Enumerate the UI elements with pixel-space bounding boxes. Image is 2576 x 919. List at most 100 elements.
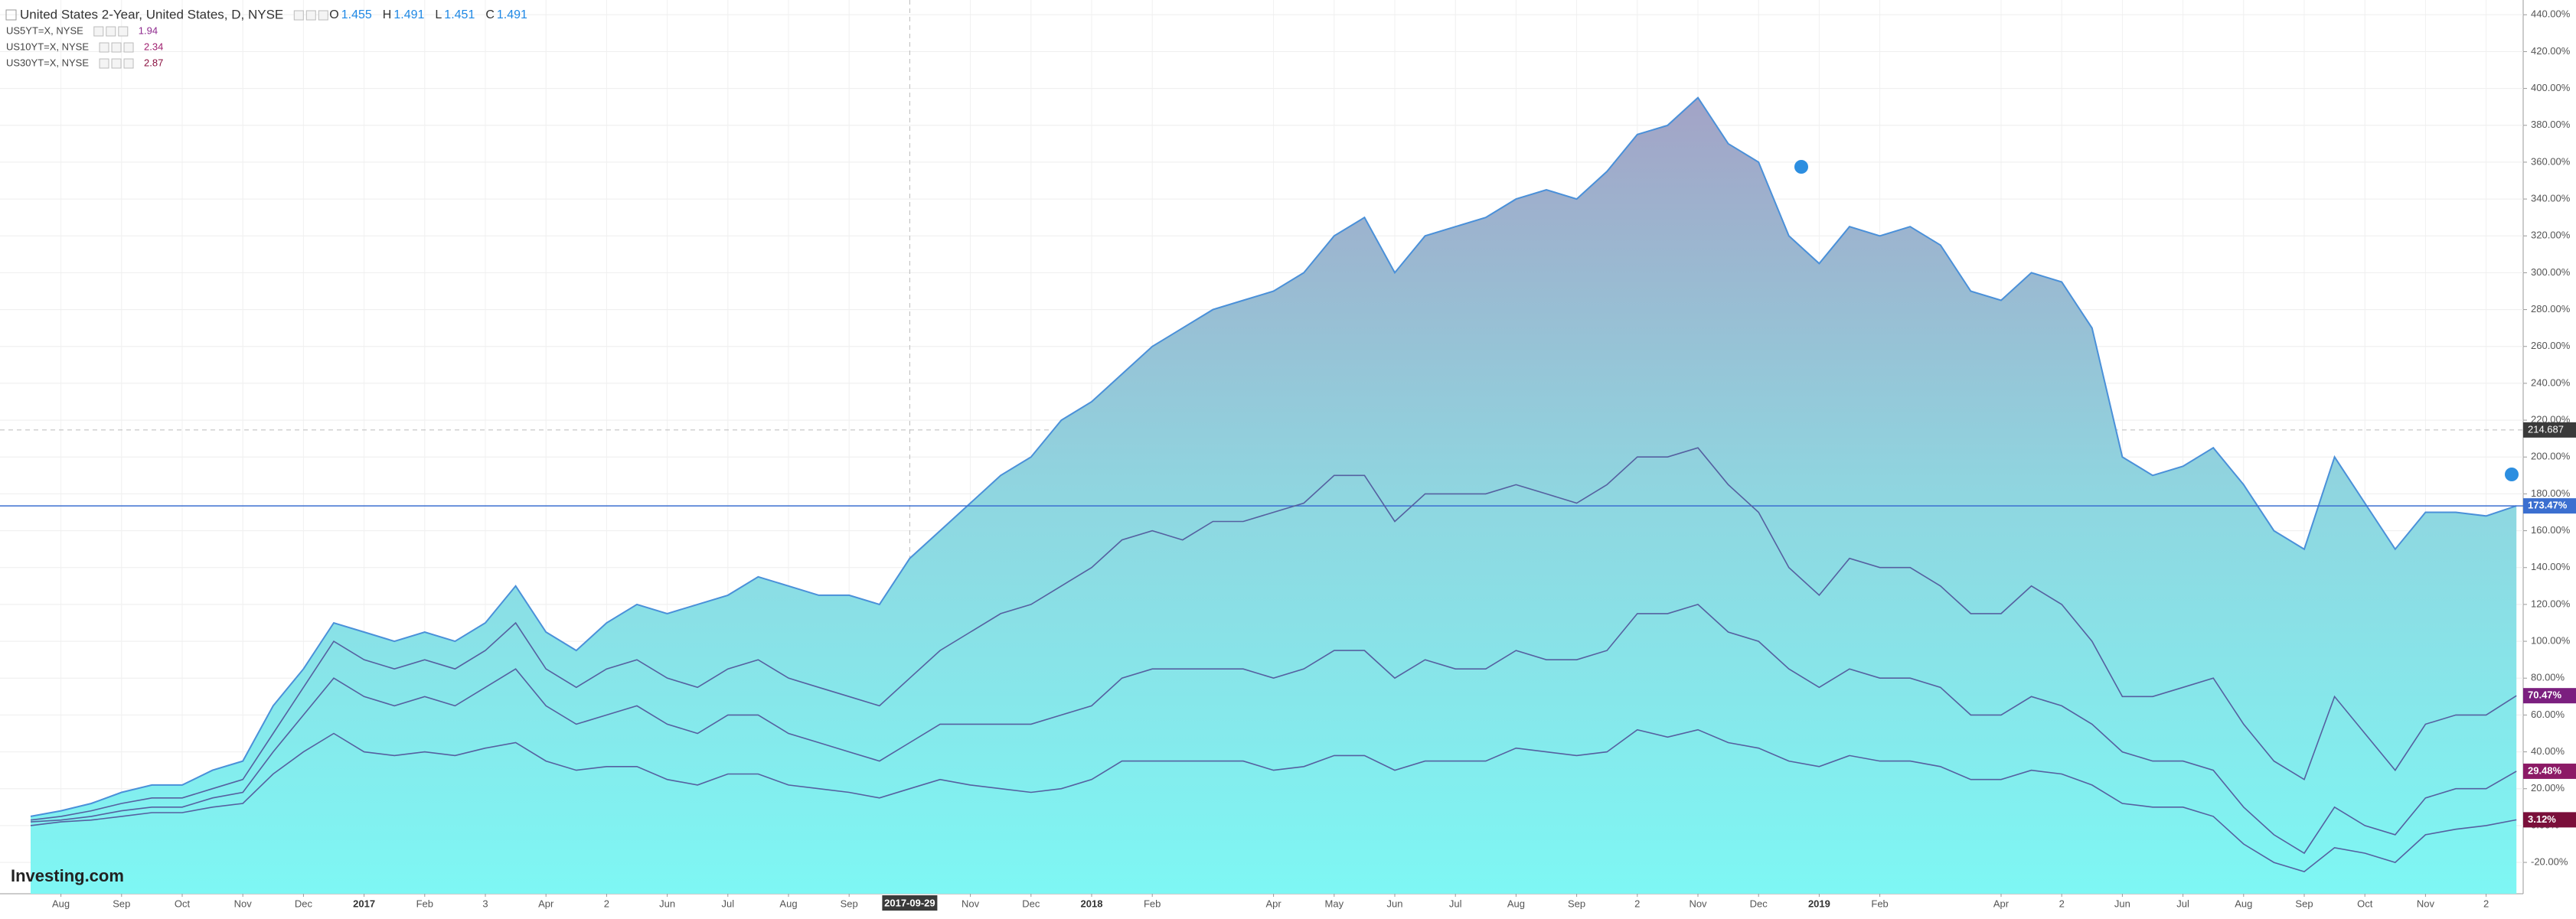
area bbox=[31, 97, 2517, 895]
x-tick-label: 2 bbox=[604, 898, 609, 909]
legend-toggle[interactable] bbox=[5, 9, 17, 21]
x-tick-label: Apr bbox=[1265, 898, 1281, 909]
ohlc-label: C bbox=[485, 8, 495, 21]
y-tick-label: 300.00% bbox=[2531, 266, 2571, 278]
y-tick-label: 120.00% bbox=[2531, 598, 2571, 609]
x-tick-label: Sep bbox=[1568, 898, 1585, 909]
last-value-label: 3.12% bbox=[2528, 813, 2556, 825]
ohlc-label: H bbox=[383, 8, 392, 21]
event-marker[interactable] bbox=[1794, 160, 1808, 174]
line bbox=[30, 728, 2517, 872]
legend-button[interactable] bbox=[118, 26, 129, 37]
legend-price: 2.34 bbox=[144, 41, 163, 52]
y-tick-label: 160.00% bbox=[2531, 524, 2571, 536]
x-tick-label: Oct bbox=[175, 898, 191, 909]
legend-button[interactable] bbox=[123, 58, 134, 69]
legend-button[interactable] bbox=[293, 10, 304, 21]
y-tick-label: 100.00% bbox=[2531, 635, 2571, 647]
x-tick-label: May bbox=[1325, 898, 1344, 909]
crosshair-y-label: 214.687 bbox=[2528, 423, 2564, 435]
y-tick-label: 400.00% bbox=[2531, 82, 2571, 93]
line bbox=[30, 96, 2517, 817]
y-tick-label: 380.00% bbox=[2531, 119, 2571, 130]
legend-price: 1.94 bbox=[139, 24, 158, 36]
x-tick-label: Aug bbox=[1507, 898, 1525, 909]
x-tick-label: 2 bbox=[2059, 898, 2065, 909]
legend-entry: US5YT=X, NYSE bbox=[6, 24, 83, 36]
y-tick-label: 420.00% bbox=[2531, 45, 2571, 57]
last-value-badge bbox=[2523, 688, 2576, 704]
legend-entry: US10YT=X, NYSE bbox=[6, 41, 89, 52]
legend-button[interactable] bbox=[318, 10, 328, 21]
last-value-badge bbox=[2523, 498, 2576, 514]
ohlc-value: 1.451 bbox=[444, 8, 475, 21]
y-tick-label: 260.00% bbox=[2531, 340, 2571, 351]
y-tick-label: 180.00% bbox=[2531, 487, 2571, 499]
legend-entry: US30YT=X, NYSE bbox=[6, 57, 89, 68]
ohlc-value: 1.455 bbox=[341, 8, 372, 21]
x-tick-label: Jul bbox=[1449, 898, 1462, 909]
x-tick-label: 2 bbox=[2483, 898, 2489, 909]
y-tick-label: 280.00% bbox=[2531, 303, 2571, 314]
y-tick-label: 220.00% bbox=[2531, 414, 2571, 425]
crosshair-x-badge bbox=[882, 895, 938, 911]
x-tick-label: Dec bbox=[295, 898, 313, 909]
x-tick-label: Apr bbox=[1993, 898, 2010, 909]
x-tick-label: Feb bbox=[416, 898, 433, 909]
x-tick-label: 2018 bbox=[1081, 898, 1103, 909]
x-tick-label: Nov bbox=[962, 898, 980, 909]
y-tick-label: 360.00% bbox=[2531, 155, 2571, 167]
legend-button[interactable] bbox=[305, 10, 316, 21]
legend-button[interactable] bbox=[93, 26, 104, 37]
y-tick-label: 20.00% bbox=[2531, 782, 2565, 794]
legend-button[interactable] bbox=[111, 58, 122, 69]
y-tick-label: 60.00% bbox=[2531, 709, 2565, 720]
x-tick-label: Oct bbox=[2357, 898, 2373, 909]
x-tick-label: Nov bbox=[234, 898, 253, 909]
event-marker[interactable] bbox=[2505, 468, 2519, 481]
y-tick-label: -20.00% bbox=[2531, 855, 2568, 867]
y-tick-label: 80.00% bbox=[2531, 672, 2565, 683]
x-tick-label: Apr bbox=[538, 898, 554, 909]
y-tick-label: 140.00% bbox=[2531, 561, 2571, 572]
x-tick-label: Jun bbox=[1387, 898, 1403, 909]
legend-button[interactable] bbox=[99, 42, 109, 53]
legend-button[interactable] bbox=[111, 42, 122, 53]
y-tick-label: 200.00% bbox=[2531, 451, 2571, 462]
last-value-label: 29.48% bbox=[2528, 764, 2562, 776]
y-tick-label: 40.00% bbox=[2531, 745, 2565, 757]
line bbox=[30, 604, 2517, 855]
x-tick-label: Aug bbox=[2235, 898, 2252, 909]
ohlc-value: 1.491 bbox=[393, 8, 424, 21]
ohlc-value: 1.491 bbox=[497, 8, 527, 21]
last-value-badge bbox=[2523, 763, 2576, 779]
x-tick-label: Jun bbox=[2114, 898, 2130, 909]
last-value-label: 173.47% bbox=[2528, 500, 2568, 511]
x-tick-label: Sep bbox=[841, 898, 858, 909]
x-tick-label: 3 bbox=[482, 898, 488, 909]
line bbox=[30, 447, 2517, 821]
legend-button[interactable] bbox=[99, 58, 109, 69]
x-tick-label: Sep bbox=[113, 898, 130, 909]
ohlc-label: L bbox=[435, 8, 442, 21]
crosshair-x-label: 2017-09-29 bbox=[884, 897, 935, 908]
legend-entry: United States 2-Year, United States, D, … bbox=[20, 7, 283, 21]
x-tick-label: Feb bbox=[1144, 898, 1161, 909]
x-tick-label: Jul bbox=[2176, 898, 2189, 909]
y-tick-label: 240.00% bbox=[2531, 376, 2571, 388]
x-tick-label: Sep bbox=[2295, 898, 2313, 909]
y-tick-label: 340.00% bbox=[2531, 193, 2571, 204]
x-tick-label: Nov bbox=[2417, 898, 2435, 909]
legend-button[interactable] bbox=[123, 42, 134, 53]
last-value-badge bbox=[2523, 812, 2576, 828]
y-tick-label: 320.00% bbox=[2531, 230, 2571, 241]
x-tick-label: Dec bbox=[1022, 898, 1040, 909]
x-tick-label: Aug bbox=[779, 898, 797, 909]
legend-price: 2.87 bbox=[144, 57, 163, 68]
x-tick-label: Aug bbox=[52, 898, 70, 909]
legend-button[interactable] bbox=[106, 26, 116, 37]
x-tick-label: Feb bbox=[1871, 898, 1888, 909]
last-value-label: 70.47% bbox=[2528, 689, 2562, 701]
crosshair-y-badge bbox=[2523, 422, 2576, 438]
